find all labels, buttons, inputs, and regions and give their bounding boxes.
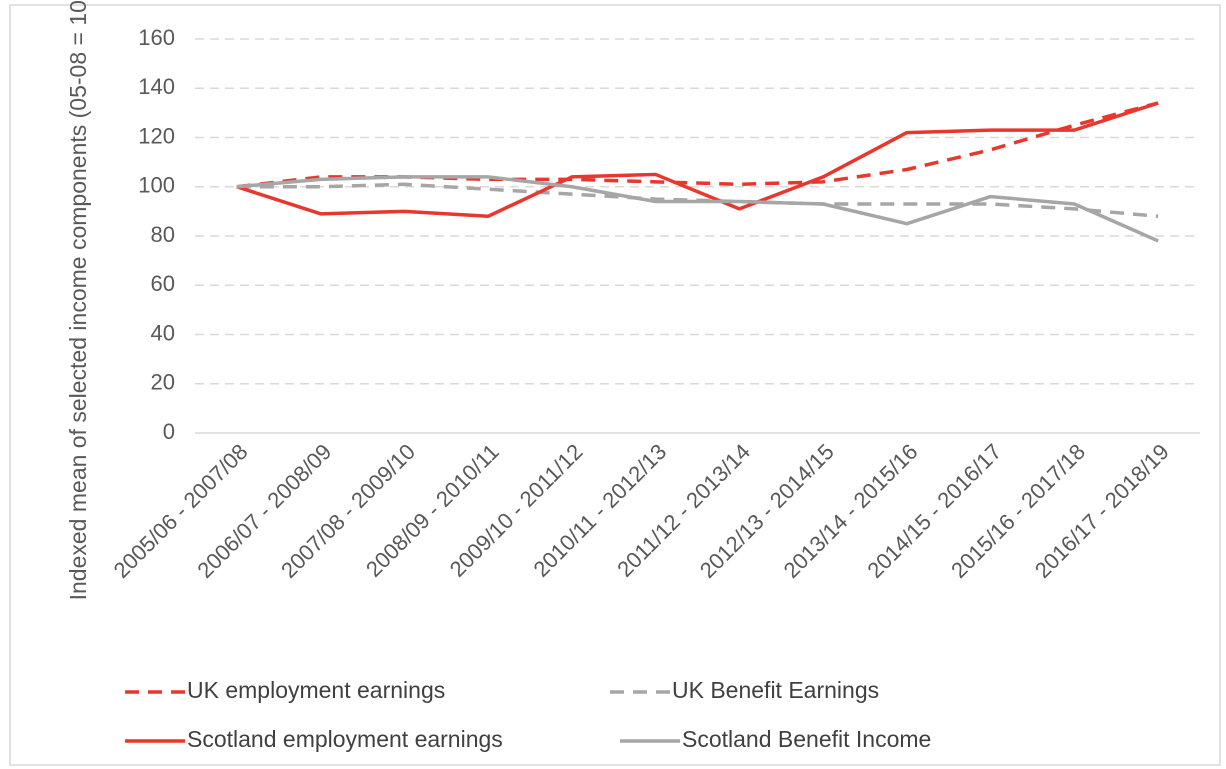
series-line xyxy=(236,101,1159,189)
legend-label: UK Benefit Earnings xyxy=(672,677,879,703)
legend-label: UK employment earnings xyxy=(187,677,445,703)
y-tick-label: 80 xyxy=(151,222,175,247)
y-tick-label: 0 xyxy=(163,419,175,444)
y-tick-label: 20 xyxy=(151,370,175,395)
legend-label: Scotland Benefit Income xyxy=(682,726,931,752)
y-tick-label: 120 xyxy=(138,123,175,148)
legend-label: Scotland employment earnings xyxy=(187,726,503,752)
y-tick-label: 40 xyxy=(151,320,175,345)
y-axis-label: Indexed mean of selected income componen… xyxy=(65,0,91,600)
y-tick-label: 100 xyxy=(138,173,175,198)
y-tick-label: 60 xyxy=(151,271,175,296)
series-line xyxy=(236,175,1159,243)
chart-border xyxy=(9,4,1221,766)
y-tick-label: 140 xyxy=(138,74,175,99)
series-line xyxy=(236,101,1159,219)
y-tick-label: 160 xyxy=(138,25,175,50)
